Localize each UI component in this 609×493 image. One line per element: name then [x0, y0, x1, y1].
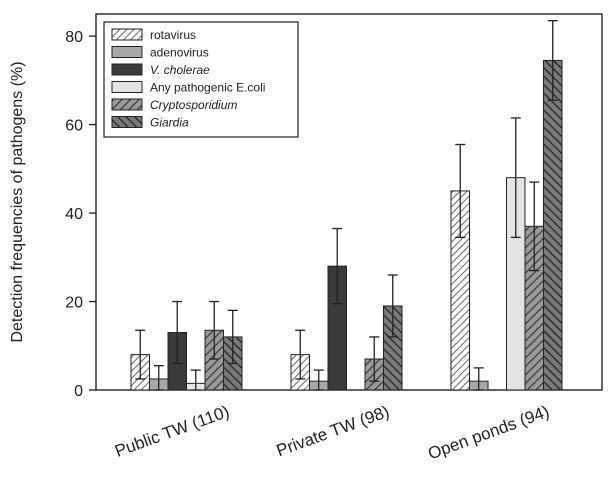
legend-label-0: rotavirus: [150, 28, 196, 42]
y-axis-title: Detection frequencies of pathogens (%): [9, 61, 26, 342]
plot-layer: 0 20 40 60 80 Detection frequencies of pathog…: [9, 13, 603, 463]
y-tick-label: 40: [65, 206, 83, 223]
y-tick-label: 60: [65, 118, 83, 135]
legend-label-4: Cryptosporidium: [150, 98, 237, 112]
legend-swatch-0: [111, 28, 143, 41]
legend: rotavirus adenovirus V. cholerae Any pathog…: [103, 21, 299, 138]
legend-label-2: V. cholerae: [150, 63, 210, 77]
x-tick-label: Private TW (98): [274, 402, 392, 460]
legend-swatch-4: [111, 98, 143, 111]
plot-frame: [95, 13, 603, 391]
legend-swatch-1: [111, 46, 143, 58]
y-tick-label: 20: [65, 295, 83, 312]
legend-label-5: Giardia: [150, 116, 189, 130]
legend-swatch-3: [111, 81, 143, 93]
y-tick-label: 0: [74, 383, 83, 400]
legend-label-3: Any pathogenic E.coli: [150, 81, 265, 95]
x-tick-label: Open ponds (94): [425, 402, 551, 463]
legend-label-1: adenovirus: [150, 46, 209, 60]
legend-swatch-5: [111, 116, 143, 128]
bar-5-2: [543, 59, 563, 391]
x-tick-label: Public TW (110): [112, 402, 232, 461]
y-tick-label: 80: [65, 29, 83, 46]
legend-swatch-2: [111, 63, 143, 76]
